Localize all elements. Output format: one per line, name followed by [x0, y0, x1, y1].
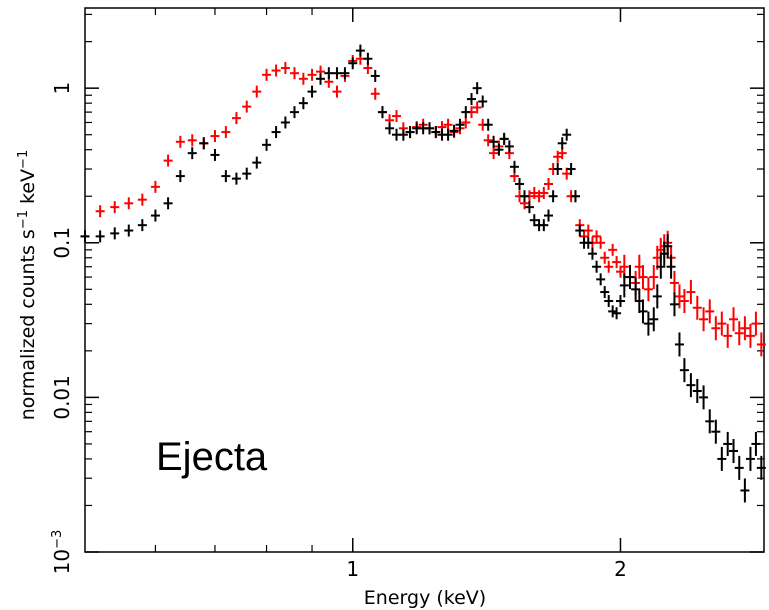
axis-tick-labels: 1 2 10−3 0.01 0.1 1: [50, 82, 627, 581]
series-1: [80, 44, 766, 503]
y-tick-label: 1: [50, 82, 74, 95]
y-tick-label: 0.1: [50, 227, 74, 259]
y-tick-label: 0.01: [50, 375, 74, 420]
y-axis-title: normalized counts s−1 keV−1: [16, 150, 39, 420]
ejecta-label: Ejecta: [156, 435, 268, 479]
y-tick-label: 10−3: [50, 530, 74, 575]
data-series: [80, 44, 766, 503]
series-0: [80, 52, 766, 357]
plot-frame: [84, 7, 765, 553]
x-axis-title: Energy (keV): [364, 587, 486, 609]
x-tick-label: 1: [346, 557, 359, 581]
x-tick-label: 2: [614, 557, 627, 581]
